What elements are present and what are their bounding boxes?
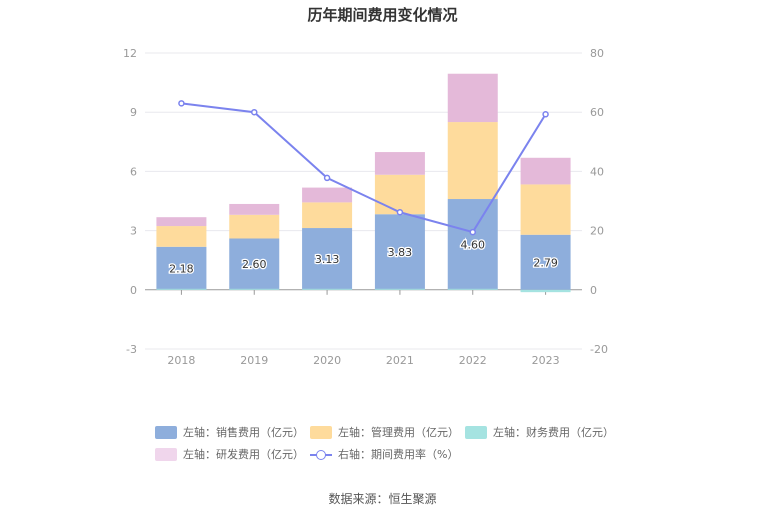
left-axis-tick-label: 9 [130, 106, 137, 119]
bar-admin [302, 202, 353, 229]
left-axis-tick-label: -3 [126, 343, 137, 356]
right-axis-tick-label: 80 [590, 47, 604, 60]
bar-sales [156, 246, 207, 290]
bar-sales-data-label: 4.60 [461, 238, 486, 251]
legend-swatch-finance [465, 425, 487, 439]
bar-rnd [156, 217, 207, 227]
x-axis-tick-label: 2022 [459, 354, 487, 367]
x-axis-tick-label: 2019 [240, 354, 268, 367]
bar-admin [447, 122, 498, 200]
bar-admin [520, 184, 571, 235]
rate-point [178, 100, 185, 107]
x-axis-tick-label: 2021 [386, 354, 414, 367]
bar-sales [374, 214, 425, 290]
right-axis-tick-label: 0 [590, 284, 597, 297]
bar-sales [520, 234, 571, 290]
x-axis-tick-label: 2020 [313, 354, 341, 367]
left-axis-tick-label: 3 [130, 225, 137, 238]
legend-label-sales: 左轴：销售费用（亿元） [183, 426, 304, 439]
bar-rnd [374, 152, 425, 175]
x-axis-tick-label: 2023 [532, 354, 560, 367]
bar-rnd [520, 157, 571, 185]
legend-item-rnd[interactable]: 左轴：研发费用（亿元） [155, 446, 304, 462]
bar-finance [447, 288, 498, 290]
legend-swatch-rate [310, 448, 332, 461]
bar-rnd [229, 203, 280, 215]
rate-point [323, 174, 331, 182]
left-axis-tick-label: 12 [123, 47, 137, 60]
x-axis-tick-label: 2018 [167, 354, 195, 367]
bar-admin [156, 226, 207, 247]
legend-item-rate[interactable]: 右轴：期间费用率（%） [310, 446, 458, 462]
legend-label-admin: 左轴：管理费用（亿元） [338, 426, 459, 439]
bar-rnd [447, 73, 498, 123]
legend-item-admin[interactable]: 左轴：管理费用（亿元） [310, 424, 459, 440]
rate-point [251, 108, 258, 116]
rate-point [396, 208, 404, 216]
bar-sales-data-label: 3.13 [315, 253, 340, 266]
legend-swatch-sales [155, 425, 177, 439]
right-axis-tick-label: 40 [590, 165, 604, 178]
bar-finance [374, 288, 425, 290]
chart-title: 历年期间费用变化情况 [307, 6, 458, 24]
left-axis-tick-label: 6 [130, 165, 137, 178]
bar-finance [156, 288, 207, 290]
bar-sales [229, 238, 280, 290]
bar-sales-data-label: 2.60 [242, 258, 267, 271]
right-axis-tick-label: 60 [590, 106, 604, 119]
legend-label-rate: 右轴：期间费用率（%） [338, 448, 459, 461]
legend-swatch-admin [310, 425, 332, 439]
rate-point [542, 111, 549, 118]
bar-admin [374, 174, 425, 215]
bar-finance [229, 288, 280, 290]
legend-swatch-rnd [155, 447, 177, 461]
left-axis-tick-label: 0 [130, 284, 137, 297]
bar-finance [520, 289, 571, 293]
legend-item-sales[interactable]: 左轴：销售费用（亿元） [155, 424, 304, 440]
rate-point [469, 228, 476, 236]
bar-sales [447, 199, 498, 290]
bar-sales-data-label: 3.83 [388, 246, 413, 259]
right-axis-tick-label: 20 [590, 225, 604, 238]
bar-sales-data-label: 2.18 [169, 262, 194, 275]
bar-admin [229, 214, 280, 239]
bar-sales [302, 228, 353, 290]
legend-label-finance: 左轴：财务费用（亿元） [493, 426, 614, 439]
rate-line [181, 102, 547, 234]
bar-rnd [302, 187, 353, 203]
bar-finance [302, 288, 353, 290]
legend-item-finance[interactable]: 左轴：财务费用（亿元） [465, 424, 614, 440]
bar-sales-data-label: 2.79 [533, 256, 558, 269]
legend-label-rnd: 左轴：研发费用（亿元） [183, 448, 304, 461]
right-axis-tick-label: -20 [590, 343, 608, 356]
source-note: 数据来源：恒生聚源 [328, 492, 437, 506]
